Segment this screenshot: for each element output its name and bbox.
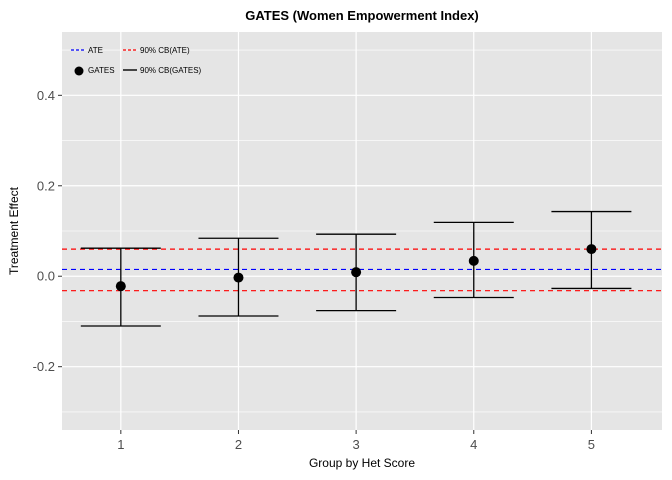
y-tick-label: -0.2	[33, 359, 55, 374]
y-tick-label: 0.0	[37, 269, 55, 284]
gates-point	[233, 272, 244, 283]
gates-point	[468, 255, 479, 266]
gates-point	[115, 281, 126, 292]
x-tick-label: 5	[588, 437, 595, 452]
x-axis-label: Group by Het Score	[308, 456, 416, 470]
legend-label-cb-ate: 90% CB(ATE)	[140, 46, 190, 55]
gates-point	[586, 244, 597, 255]
chart-title: GATES (Women Empowerment Index)	[245, 8, 479, 23]
legend-key-gates	[74, 66, 84, 76]
y-axis-label: Treatment Effect	[7, 186, 21, 276]
legend-label-ate: ATE	[88, 46, 103, 55]
legend-key-cb-gates	[123, 69, 137, 71]
x-tick-label: 1	[117, 437, 124, 452]
x-tick-label: 4	[470, 437, 477, 452]
gates-point	[351, 267, 362, 278]
legend-label-gates: GATES	[88, 66, 115, 75]
x-tick-label: 3	[353, 437, 360, 452]
legend-key-ate	[71, 49, 85, 51]
legend-key-cb-ate	[123, 49, 137, 51]
x-tick-label: 2	[235, 437, 242, 452]
y-tick-label: 0.4	[37, 88, 55, 103]
legend-label-cb-gates: 90% CB(GATES)	[140, 66, 202, 75]
legend: ATE 90% CB(ATE) GATES 90% CB(GATES)	[70, 44, 230, 80]
y-tick-label: 0.2	[37, 178, 55, 193]
